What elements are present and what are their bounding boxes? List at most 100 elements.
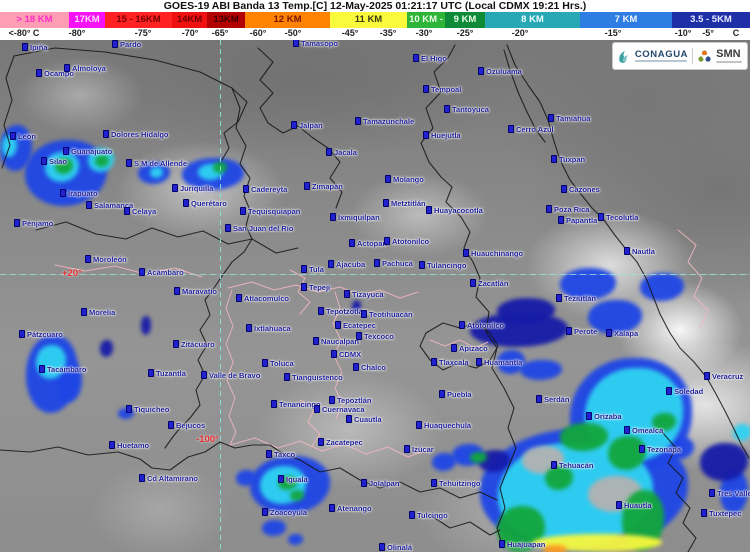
city-label: Cerro Azul xyxy=(508,125,554,133)
city-marker-icon xyxy=(431,479,437,487)
city-marker-icon xyxy=(41,157,47,165)
city-marker-icon xyxy=(476,358,482,366)
longitude-label: -100° xyxy=(196,434,219,445)
city-marker-icon xyxy=(353,363,359,371)
cloud-overlay-green xyxy=(545,466,573,490)
city-marker-icon xyxy=(240,207,246,215)
city-marker-icon xyxy=(139,268,145,276)
city-marker-icon xyxy=(546,205,552,213)
legend-item: 12 KM xyxy=(245,12,330,28)
city-label: Moroleón xyxy=(85,255,127,263)
city-label: Tepotzotlán xyxy=(318,307,368,315)
legend-item: > 18 KM xyxy=(0,12,69,28)
city-name: Valle de Bravo xyxy=(209,371,261,380)
city-label: Tianguistenco xyxy=(284,373,343,381)
city-label: Valle de Bravo xyxy=(201,371,260,379)
city-label: El Higo xyxy=(413,54,447,62)
city-label: Cuautla xyxy=(346,415,382,423)
city-label: Tuxpan xyxy=(551,155,585,163)
city-marker-icon xyxy=(14,219,20,227)
cloud-overlay-green xyxy=(290,490,304,501)
cloud-overlay-blue xyxy=(236,470,256,486)
city-label: Cadereyta xyxy=(243,185,287,193)
cloud-overlay-green xyxy=(55,158,73,174)
city-marker-icon xyxy=(459,321,465,329)
city-name: Acámbaro xyxy=(147,268,184,277)
city-label: Pátzcuaro xyxy=(19,330,63,338)
city-label: Pardo xyxy=(112,40,141,48)
city-label: Toluca xyxy=(262,359,294,367)
logo-divider xyxy=(692,48,694,64)
city-label: Jolalpan xyxy=(361,479,399,487)
cloud-overlay-blue xyxy=(432,453,456,471)
temp-tick: -30° xyxy=(415,28,433,38)
city-marker-icon xyxy=(444,105,450,113)
city-marker-icon xyxy=(419,261,425,269)
city-label: Cazones xyxy=(561,185,600,193)
city-label: Atotonilco xyxy=(384,237,429,245)
city-label: S M de Allende xyxy=(126,159,187,167)
city-name: Tamasopo xyxy=(301,40,338,48)
city-name: Orizaba xyxy=(594,412,622,421)
city-label: Xalapa xyxy=(606,329,638,337)
city-label: León xyxy=(10,132,36,140)
city-marker-icon xyxy=(19,330,25,338)
city-name: Tlaxcala xyxy=(439,358,469,367)
city-label: Bejucos xyxy=(168,421,205,429)
city-marker-icon xyxy=(60,189,66,197)
city-marker-icon xyxy=(271,400,277,408)
temp-tick: -10° xyxy=(674,28,692,38)
city-name: Tenancingo xyxy=(279,400,321,409)
city-label: Dolores Hidalgo xyxy=(103,130,169,138)
cloud-overlay-blue xyxy=(520,360,562,380)
city-label: Huetamo xyxy=(109,441,149,449)
legend-item: 14KM xyxy=(172,12,207,28)
cloud-overlay-green xyxy=(560,423,608,451)
city-marker-icon xyxy=(291,121,297,129)
city-label: Tepeji xyxy=(301,283,330,291)
city-label: Cuernavaca xyxy=(314,405,365,413)
city-label: Huayacocotla xyxy=(426,206,483,214)
city-marker-icon xyxy=(284,373,290,381)
city-marker-icon xyxy=(183,199,189,207)
city-label: Huejutla xyxy=(423,131,461,139)
city-label: Naucalpan xyxy=(313,337,359,345)
city-marker-icon xyxy=(598,213,604,221)
city-label: Zacatepec xyxy=(318,438,363,446)
city-label: Pachuca xyxy=(374,259,413,267)
city-label: Tulcingo xyxy=(409,511,448,519)
city-label: Querétaro xyxy=(183,199,227,207)
city-name: Serdán xyxy=(544,395,570,404)
city-label: Huautla xyxy=(616,501,652,509)
city-marker-icon xyxy=(439,390,445,398)
city-marker-icon xyxy=(478,67,484,75)
city-label: Molango xyxy=(385,175,424,183)
city-name: Atenango xyxy=(337,504,372,513)
city-name: Huajuapan xyxy=(507,540,546,549)
city-name: Tula xyxy=(309,265,324,274)
city-marker-icon xyxy=(109,441,115,449)
city-marker-icon xyxy=(709,489,715,497)
city-name: Juriquilla xyxy=(180,184,214,193)
city-marker-icon xyxy=(704,372,710,380)
city-marker-icon xyxy=(606,329,612,337)
city-label: Perote xyxy=(566,327,597,335)
city-name: Taxco xyxy=(274,450,296,459)
city-marker-icon xyxy=(499,540,505,548)
city-name: Bejucos xyxy=(176,421,206,430)
temp-tick: -65° xyxy=(211,28,229,38)
city-name: Huauchinango xyxy=(471,249,524,258)
legend-item: 11 KM xyxy=(330,12,407,28)
city-marker-icon xyxy=(561,185,567,193)
city-label: Celaya xyxy=(124,207,156,215)
city-marker-icon xyxy=(36,69,42,77)
city-label: Jacala xyxy=(326,148,357,156)
cloud-overlay-cyan xyxy=(150,167,163,178)
city-label: Zimapán xyxy=(304,182,343,190)
city-marker-icon xyxy=(124,207,130,215)
city-name: Tulcingo xyxy=(417,511,448,520)
smn-icon xyxy=(698,49,711,62)
city-marker-icon xyxy=(566,327,572,335)
city-label: Serdán xyxy=(536,395,569,403)
city-label: Ipiña xyxy=(22,43,48,51)
